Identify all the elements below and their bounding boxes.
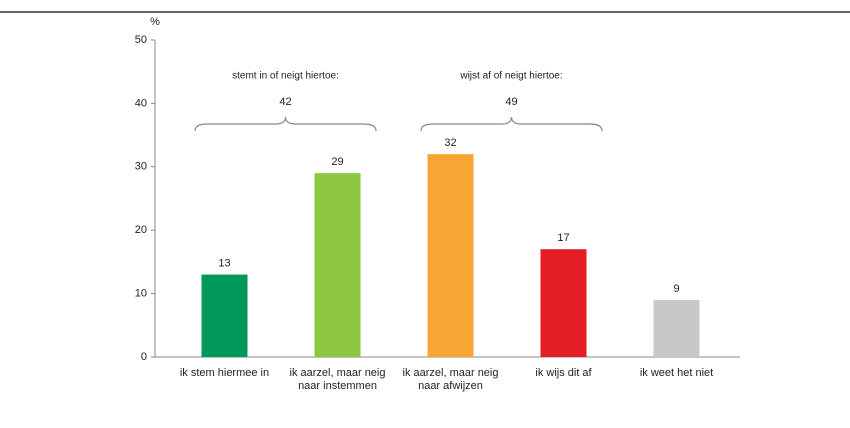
group-label: wijst af of neigt hiertoe: — [459, 71, 562, 82]
x-tick-label: ik weet het niet — [639, 367, 714, 379]
value-label: 9 — [673, 283, 679, 295]
group-total: 42 — [279, 96, 291, 108]
y-tick-label: 20 — [135, 224, 147, 236]
bar — [314, 173, 361, 357]
bar — [201, 274, 248, 357]
x-tick-label: ik wijs dit af — [535, 367, 592, 379]
y-tick-label: 30 — [135, 161, 147, 173]
y-tick-label: 10 — [135, 288, 147, 300]
brace — [420, 116, 603, 132]
value-label: 17 — [557, 232, 569, 244]
bar — [653, 299, 700, 357]
x-tick-label: ik aarzel, maar neig naar instemmen — [289, 367, 386, 392]
bar — [427, 154, 474, 357]
y-tick-label: 0 — [141, 351, 147, 363]
brace — [194, 116, 377, 132]
group-label: stemt in of neigt hiertoe: — [232, 71, 339, 82]
y-tick-label: 40 — [135, 97, 147, 109]
y-unit: % — [150, 16, 160, 28]
x-tick-label: ik stem hiermee in — [179, 367, 270, 379]
value-label: 29 — [331, 156, 343, 168]
value-label: 13 — [218, 257, 230, 269]
value-label: 32 — [444, 137, 456, 149]
x-tick-label: ik aarzel, maar neig naar afwijzen — [402, 367, 499, 392]
y-tick-label: 50 — [135, 34, 147, 46]
bar — [540, 249, 587, 357]
group-total: 49 — [505, 96, 517, 108]
